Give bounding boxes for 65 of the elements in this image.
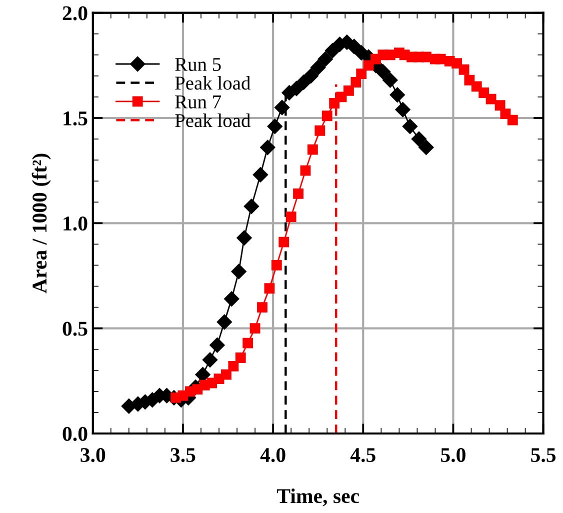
point	[257, 302, 268, 312]
point	[235, 352, 246, 363]
point	[390, 87, 405, 102]
point	[310, 60, 326, 76]
x-tick-label: 3.5	[170, 448, 196, 462]
point	[300, 165, 311, 176]
point	[486, 94, 496, 104]
legend-label: Peak load	[175, 113, 250, 128]
point	[314, 125, 326, 136]
point	[252, 167, 268, 182]
legend-label: Run 5	[175, 58, 221, 71]
point	[231, 264, 246, 280]
x-tick-label: 4.0	[260, 448, 286, 462]
x-tick-label: 5.0	[441, 448, 466, 462]
point	[228, 360, 239, 372]
point	[210, 338, 225, 353]
point	[350, 77, 362, 88]
point	[478, 88, 490, 98]
point	[435, 54, 446, 64]
y-tick-label: 1.0	[64, 216, 88, 231]
y-tick-label: 2.0	[62, 6, 88, 20]
y-tick-label: 0.0	[62, 426, 88, 442]
point	[242, 338, 254, 348]
point	[458, 64, 470, 75]
point	[216, 314, 232, 330]
point	[322, 110, 332, 122]
point	[507, 114, 518, 126]
point	[260, 140, 276, 156]
point	[375, 64, 391, 80]
point	[236, 230, 252, 246]
point	[344, 85, 354, 96]
point	[395, 102, 410, 118]
point	[402, 118, 418, 134]
point	[278, 236, 290, 248]
point	[221, 369, 232, 380]
point	[267, 118, 282, 134]
point	[274, 100, 290, 116]
x-tick-label: 5.5	[531, 448, 556, 462]
y-axis-title: Area / 1000 (ft²)	[32, 154, 51, 294]
point	[382, 72, 398, 88]
point	[264, 283, 275, 294]
point	[356, 68, 367, 80]
point	[293, 188, 304, 199]
x-tick-label: 4.5	[350, 448, 376, 462]
x-axis-title: Time, sec	[276, 488, 360, 506]
point	[384, 50, 396, 60]
point	[303, 68, 318, 84]
point	[318, 52, 333, 67]
y-tick-label: 1.5	[64, 111, 88, 126]
point	[307, 144, 318, 155]
point	[494, 100, 506, 111]
point	[250, 323, 260, 334]
point	[286, 212, 296, 222]
x-tick-label: 3.0	[80, 448, 106, 462]
point	[244, 198, 260, 214]
point	[452, 58, 462, 69]
point	[271, 260, 282, 270]
point	[418, 140, 434, 156]
y-tick-label: 0.5	[62, 322, 88, 336]
point	[224, 291, 240, 306]
point	[202, 352, 218, 368]
point	[411, 131, 427, 147]
point	[324, 43, 340, 58]
legend-label: Run 7	[175, 96, 221, 108]
legend-label: Peak load	[175, 76, 250, 90]
